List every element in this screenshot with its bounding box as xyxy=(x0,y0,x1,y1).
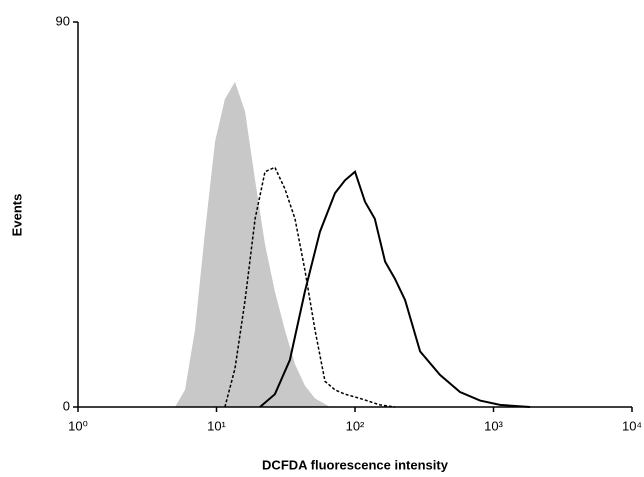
histogram-dashed xyxy=(224,166,396,408)
y-tick-label: 0 xyxy=(63,398,70,413)
x-tick-label: 10³ xyxy=(484,418,503,433)
x-tick-label: 10⁴ xyxy=(622,418,642,433)
x-tick-label: 10⁰ xyxy=(68,418,88,433)
x-tick-label: 10¹ xyxy=(207,418,226,433)
y-axis-label: Events xyxy=(9,194,24,237)
x-tick-label: 10² xyxy=(346,418,365,433)
y-tick-label: 90 xyxy=(56,13,70,28)
x-axis-label: DCFDA fluorescence intensity xyxy=(262,457,449,472)
histogram-solid xyxy=(259,169,531,408)
